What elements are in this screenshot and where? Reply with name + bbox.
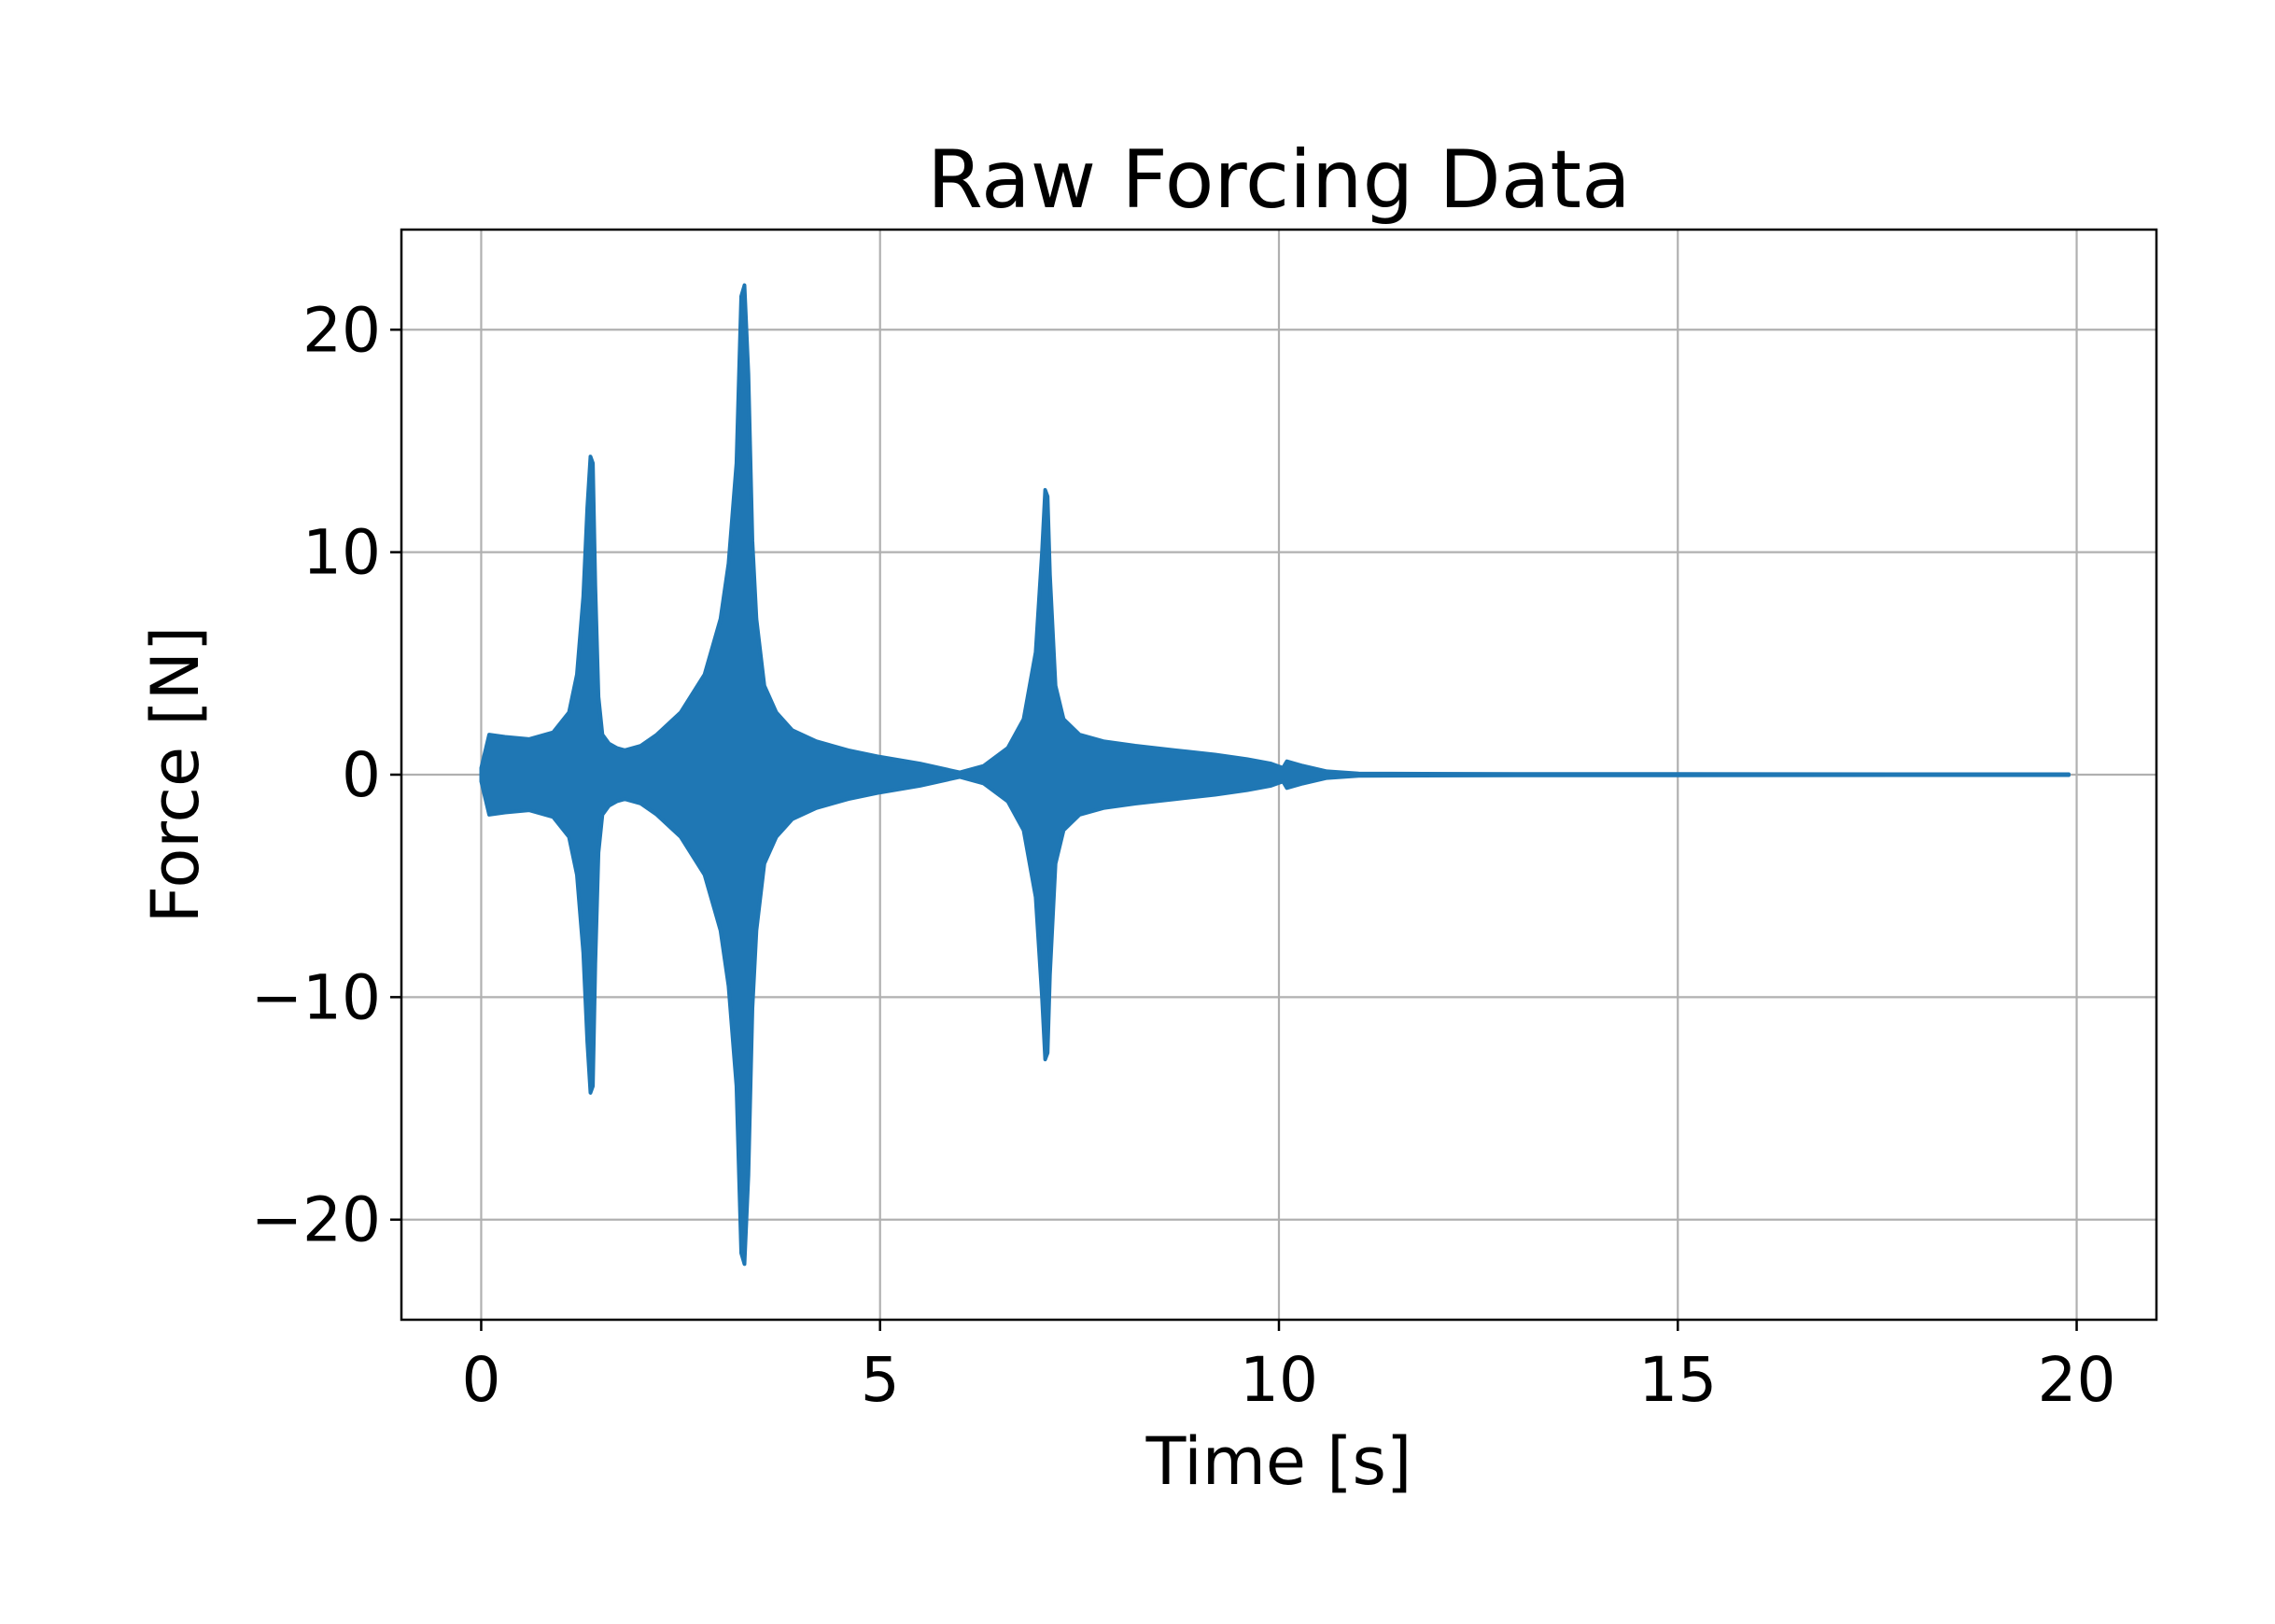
x-tick-label: 10 [1240, 1344, 1318, 1416]
data-series [479, 283, 2071, 1267]
x-axis-label: Time [s] [1145, 1423, 1412, 1500]
y-tick-label: 10 [302, 517, 381, 589]
x-tick-label: 0 [461, 1344, 500, 1416]
y-tick-label: −20 [251, 1184, 381, 1256]
axis-ticks: 0 5 10 15 20 −20 −10 0 10 20 [251, 294, 2116, 1416]
x-tick-label: 5 [861, 1344, 900, 1416]
grid-lines [401, 230, 2156, 1320]
y-tick-label: −10 [251, 961, 381, 1033]
y-tick-label: 0 [342, 739, 381, 811]
x-tick-label: 20 [2038, 1344, 2116, 1416]
chart-title: Raw Forcing Data [927, 133, 1631, 227]
x-tick-label: 15 [1638, 1344, 1717, 1416]
y-axis-label: Force [N] [137, 626, 214, 924]
y-tick-label: 20 [302, 294, 381, 366]
force-signal-envelope [479, 283, 2071, 1267]
